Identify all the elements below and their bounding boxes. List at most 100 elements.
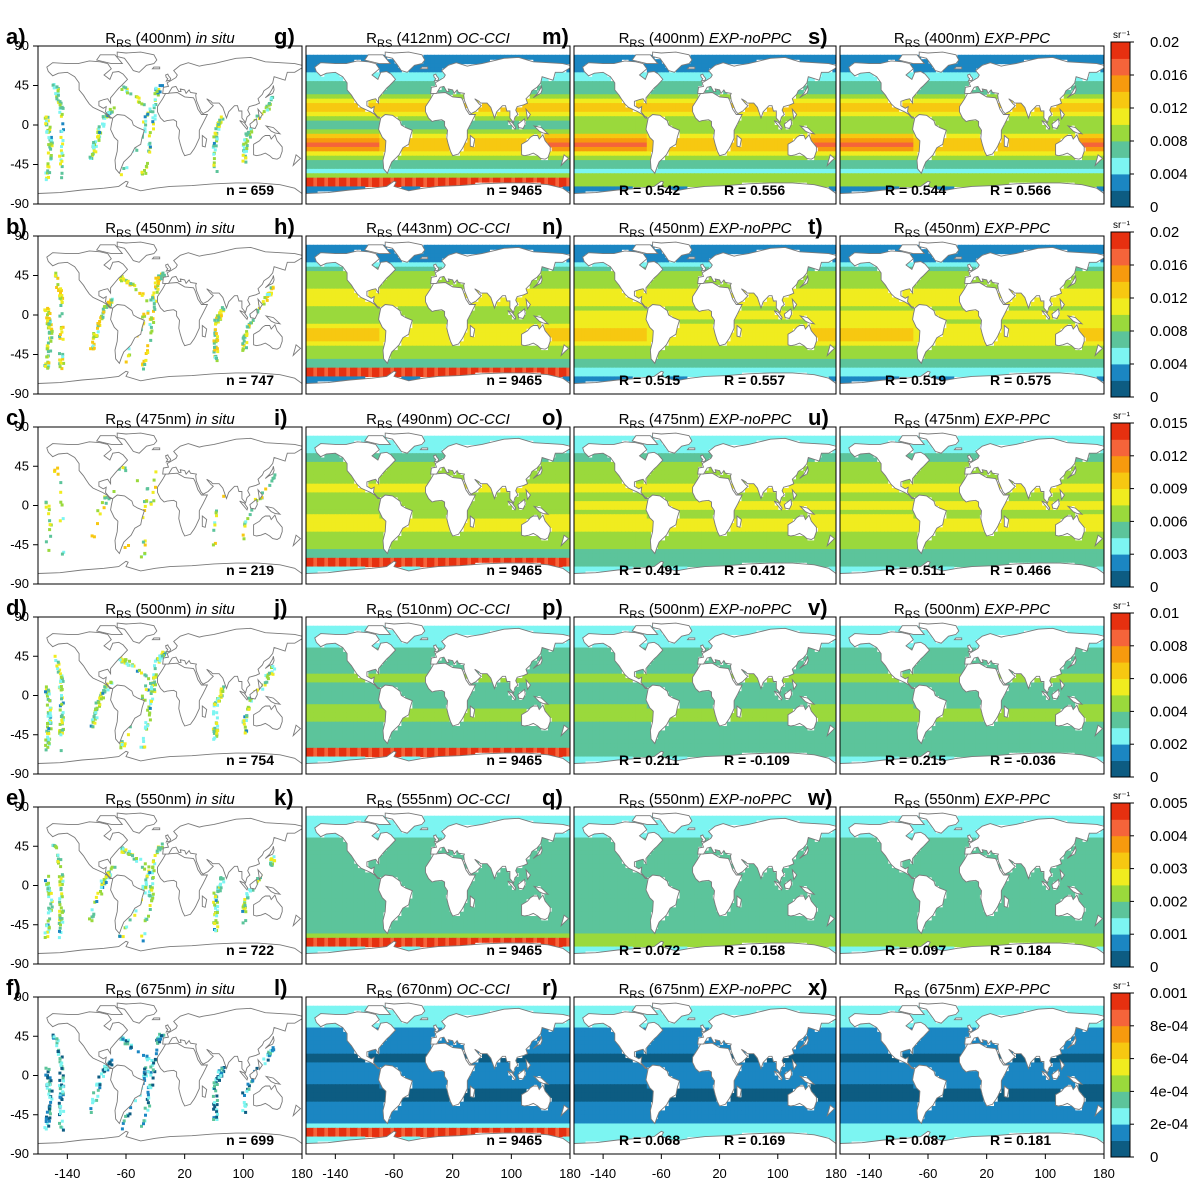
ocean-cell — [544, 164, 549, 170]
ocean-cell — [683, 182, 688, 188]
ocean-cell — [599, 59, 604, 65]
ocean-cell — [518, 138, 523, 144]
ocean-cell — [548, 182, 553, 188]
ocean-cell — [1019, 129, 1024, 135]
ocean-cell — [346, 129, 351, 135]
ocean-cell — [887, 168, 892, 174]
ocean-cell — [603, 85, 608, 91]
ocean-cell — [551, 133, 556, 139]
ocean-cell — [574, 76, 579, 82]
ocean-cell — [628, 173, 633, 179]
ocean-cell — [614, 138, 619, 144]
ocean-cell — [817, 138, 823, 144]
ocean-cell — [331, 129, 336, 135]
ocean-cell — [661, 160, 666, 166]
ocean-cell — [581, 116, 586, 122]
ocean-cell — [661, 72, 666, 78]
ocean-cell — [449, 89, 454, 95]
ocean-cell — [1063, 94, 1068, 100]
ocean-cell — [690, 72, 695, 78]
ocean-cell — [847, 72, 852, 78]
ocean-cell — [405, 155, 410, 161]
ocean-cell — [832, 116, 836, 122]
ocean-cell — [306, 72, 311, 78]
ocean-cell — [854, 186, 859, 192]
ocean-cell — [880, 164, 885, 170]
ocean-cell — [752, 155, 757, 161]
ocean-cell — [1085, 168, 1090, 174]
ocean-cell — [595, 125, 601, 130]
ocean-cell — [544, 98, 549, 104]
ocean-cell — [595, 116, 601, 122]
ocean-cell — [1041, 177, 1046, 183]
ocean-cell — [1012, 173, 1017, 179]
ocean-cell — [533, 98, 538, 104]
ocean-cell — [953, 168, 958, 174]
ocean-cell — [1034, 133, 1039, 139]
ocean-cell — [913, 151, 918, 157]
ocean-cell — [588, 146, 593, 152]
ocean-cell — [595, 72, 601, 78]
ocean-cell — [990, 160, 995, 166]
ocean-cell — [785, 151, 790, 157]
ocean-cell — [328, 146, 333, 152]
ocean-cell — [350, 59, 355, 65]
ocean-cell — [346, 111, 351, 117]
ocean-cell — [1041, 151, 1046, 157]
y-tick-label: 0 — [22, 117, 29, 132]
ocean-cell — [869, 146, 874, 152]
in-situ-point — [50, 144, 54, 148]
ocean-cell — [939, 81, 944, 87]
ocean-cell — [331, 182, 336, 188]
ocean-cell — [690, 63, 695, 69]
in-situ-point — [144, 119, 148, 123]
ocean-cell — [500, 160, 505, 166]
ocean-cell — [964, 173, 969, 179]
ocean-cell — [825, 177, 830, 183]
ocean-cell — [1089, 129, 1094, 135]
ocean-cell — [712, 177, 717, 183]
ocean-cell — [621, 160, 626, 166]
ocean-cell — [803, 98, 808, 104]
ocean-cell — [423, 103, 428, 109]
ocean-cell — [335, 129, 340, 135]
ocean-cell — [592, 94, 597, 100]
ocean-cell — [405, 103, 410, 109]
in-situ-point — [214, 144, 218, 148]
ocean-cell — [342, 120, 347, 126]
ocean-cell — [708, 138, 713, 144]
ocean-cell — [375, 177, 380, 183]
in-situ-point — [242, 142, 246, 146]
ocean-cell — [309, 89, 314, 95]
ocean-cell — [537, 129, 542, 135]
coastline — [292, 154, 302, 167]
ocean-cell — [584, 76, 590, 82]
ocean-cell — [672, 111, 677, 117]
ocean-cell — [690, 125, 695, 130]
ocean-cell — [909, 120, 914, 126]
ocean-cell — [540, 160, 545, 166]
ocean-cell — [599, 155, 604, 161]
ocean-cell — [1093, 54, 1098, 60]
ocean-cell — [342, 155, 347, 161]
ocean-cell — [324, 129, 329, 135]
ocean-cell — [994, 54, 999, 60]
ocean-cell — [821, 155, 826, 161]
ocean-cell — [854, 164, 859, 170]
ocean-cell — [628, 107, 633, 113]
in-situ-point — [46, 115, 50, 119]
in-situ-point — [140, 102, 144, 106]
ocean-cell — [968, 173, 973, 179]
ocean-cell — [748, 111, 753, 117]
ocean-cell — [493, 54, 498, 60]
ocean-cell — [788, 138, 793, 144]
ocean-cell — [496, 133, 501, 139]
ocean-cell — [690, 59, 695, 65]
ocean-cell — [1071, 98, 1076, 104]
ocean-cell — [715, 182, 721, 188]
ocean-cell — [324, 138, 329, 144]
ocean-cell — [821, 103, 826, 109]
ocean-cell — [335, 133, 340, 139]
ocean-cell — [599, 151, 604, 157]
ocean-cell — [408, 85, 413, 91]
